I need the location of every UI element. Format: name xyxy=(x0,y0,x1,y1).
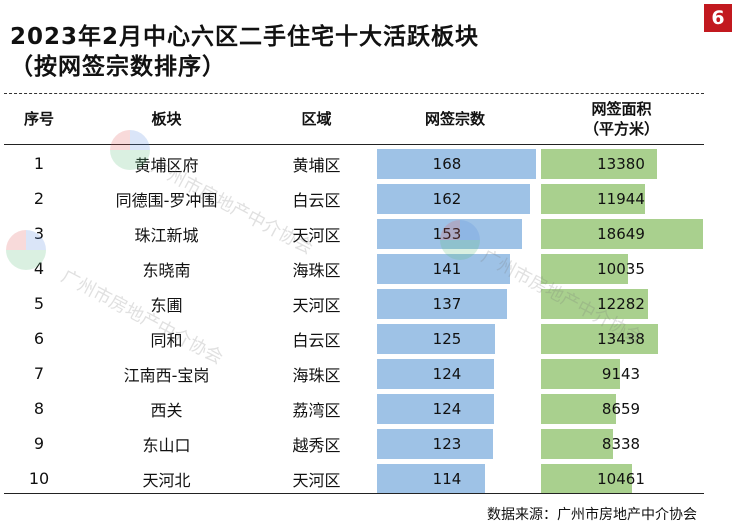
count-bar xyxy=(377,149,536,179)
data-source-note: 数据来源：广州市房地产中介协会 xyxy=(487,507,697,523)
cell-block: 珠江新城 xyxy=(134,225,199,245)
count-bar xyxy=(377,289,507,319)
count-value: 137 xyxy=(432,294,462,313)
count-bar xyxy=(377,324,495,354)
table-row: 7 江南西-宝岗 海珠区 124 9143 xyxy=(4,356,704,391)
cell-block: 江南西-宝岗 xyxy=(123,365,210,385)
area-bar xyxy=(541,394,616,424)
area-value: 13438 xyxy=(597,329,645,348)
count-value: 124 xyxy=(432,364,462,383)
cell-block: 黄埔区府 xyxy=(134,155,199,175)
cell-block: 同和 xyxy=(150,330,183,350)
area-bar xyxy=(541,429,613,459)
cell-seq: 5 xyxy=(33,294,45,313)
cell-seq: 6 xyxy=(33,329,45,348)
cell-block: 东山口 xyxy=(142,435,191,455)
count-bar xyxy=(377,394,494,424)
area-bar xyxy=(541,464,632,494)
cell-district: 越秀区 xyxy=(292,435,341,455)
header-count: 网签宗数 xyxy=(424,110,485,128)
cell-block: 东圃 xyxy=(150,295,183,315)
cell-seq: 1 xyxy=(33,154,45,173)
header-area: 网签面积 （平方米） xyxy=(539,95,704,143)
area-bar xyxy=(541,359,620,389)
area-value: 10461 xyxy=(597,469,645,488)
table-header-rule xyxy=(4,144,704,145)
count-value: 124 xyxy=(432,399,462,418)
cell-block: 西关 xyxy=(150,400,183,420)
cell-district: 海珠区 xyxy=(292,365,341,385)
table-row: 9 东山口 越秀区 123 8338 xyxy=(4,426,704,461)
table-row: 5 东圃 天河区 137 12282 xyxy=(4,286,704,321)
count-value: 114 xyxy=(432,469,462,488)
cell-seq: 8 xyxy=(33,399,45,418)
table-row: 10 天河北 天河区 114 10461 xyxy=(4,461,704,496)
area-value: 13380 xyxy=(597,154,645,173)
area-bar xyxy=(541,219,703,249)
count-bar xyxy=(377,464,485,494)
count-bar xyxy=(377,219,522,249)
cell-block: 东晓南 xyxy=(142,260,191,280)
header-seq: 序号 xyxy=(23,110,54,128)
table-row: 3 珠江新城 天河区 153 18649 xyxy=(4,216,704,251)
cell-district: 天河区 xyxy=(292,470,341,490)
area-bar xyxy=(541,289,648,319)
cell-district: 荔湾区 xyxy=(292,400,341,420)
count-value: 125 xyxy=(432,329,462,348)
cell-district: 海珠区 xyxy=(292,260,341,280)
area-value: 18649 xyxy=(597,224,645,243)
cell-district: 黄埔区 xyxy=(292,155,341,175)
count-bar xyxy=(377,184,530,214)
table-bottom-rule xyxy=(4,493,704,494)
table-row: 2 同德围-罗冲围 白云区 162 11944 xyxy=(4,181,704,216)
page-title: 2023年2月中心六区二手住宅十大活跃板块 （按网签宗数排序） xyxy=(10,22,479,82)
area-bar xyxy=(541,254,628,284)
table-header-row: 序号 板块 区域 网签宗数 网签面积 （平方米） xyxy=(4,95,704,143)
area-value: 11944 xyxy=(597,189,645,208)
cell-district: 白云区 xyxy=(292,190,341,210)
area-bar xyxy=(541,184,645,214)
cell-block: 天河北 xyxy=(142,470,191,490)
count-value: 153 xyxy=(432,224,462,243)
table-row: 1 黄埔区府 黄埔区 168 13380 xyxy=(4,146,704,181)
page-number-badge: 6 xyxy=(704,4,732,32)
area-value: 10035 xyxy=(597,259,645,278)
table-row: 6 同和 白云区 125 13438 xyxy=(4,321,704,356)
cell-seq: 9 xyxy=(33,434,45,453)
title-line-2: （按网签宗数排序） xyxy=(10,54,226,80)
cell-seq: 10 xyxy=(28,469,50,488)
cell-seq: 3 xyxy=(33,224,45,243)
cell-seq: 4 xyxy=(33,259,45,278)
count-bar xyxy=(377,254,510,284)
count-value: 141 xyxy=(432,259,462,278)
header-area-line2: （平方米） xyxy=(583,120,659,138)
header-area-line1: 网签面积 xyxy=(591,100,652,118)
count-bar xyxy=(377,359,494,389)
title-line-1: 2023年2月中心六区二手住宅十大活跃板块 xyxy=(10,24,480,50)
cell-block: 同德围-罗冲围 xyxy=(115,190,218,210)
table-top-rule xyxy=(4,93,704,94)
area-bar xyxy=(541,149,657,179)
table-row: 8 西关 荔湾区 124 8659 xyxy=(4,391,704,426)
cell-district: 白云区 xyxy=(292,330,341,350)
count-value: 162 xyxy=(432,189,462,208)
table-row: 4 东晓南 海珠区 141 10035 xyxy=(4,251,704,286)
cell-seq: 7 xyxy=(33,364,45,383)
area-value: 8659 xyxy=(601,399,641,418)
area-value: 12282 xyxy=(597,294,645,313)
count-value: 123 xyxy=(432,434,462,453)
area-bar xyxy=(541,324,658,354)
cell-district: 天河区 xyxy=(292,225,341,245)
header-district: 区域 xyxy=(301,110,332,128)
count-bar xyxy=(377,429,493,459)
cell-district: 天河区 xyxy=(292,295,341,315)
header-block: 板块 xyxy=(151,110,182,128)
area-value: 9143 xyxy=(601,364,641,383)
area-value: 8338 xyxy=(601,434,641,453)
count-value: 168 xyxy=(432,154,462,173)
cell-seq: 2 xyxy=(33,189,45,208)
